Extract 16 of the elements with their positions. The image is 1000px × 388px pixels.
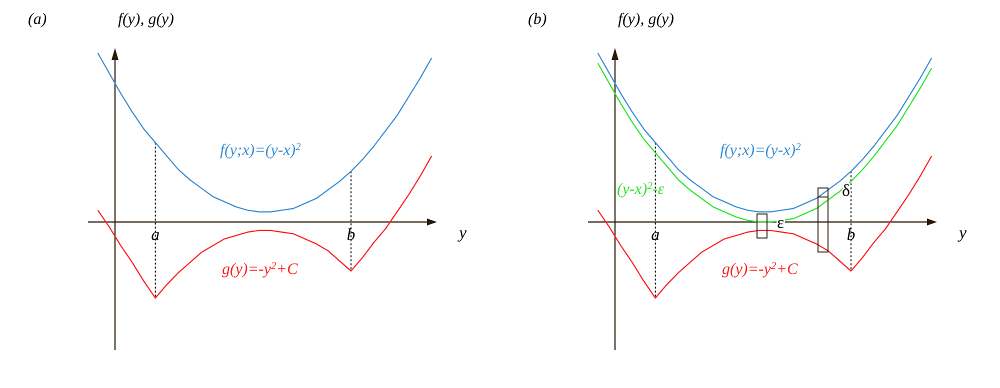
x-tick-label: b	[846, 225, 856, 244]
x-tick-label: b	[346, 225, 356, 244]
text: f(y;x)=(y-x)$^{2}$	[720, 142, 801, 159]
chart-title: (b)	[528, 11, 547, 28]
series-label: g(y)=-y$^{2}$+C	[222, 260, 298, 278]
series-label: (y-x)$^{2}$-ε	[617, 180, 665, 198]
text: f(y;x)=(y-x)$^{2}$	[220, 142, 301, 159]
y-axis-title: f(y), g(y)	[118, 11, 174, 28]
x-axis-title: y	[457, 223, 467, 242]
y-axis-title: f(y), g(y)	[618, 11, 674, 28]
x-tick-label: a	[651, 225, 660, 244]
chart-title: (a)	[28, 11, 47, 28]
x-tick-label: a	[151, 225, 160, 244]
series-label: g(y)=-y$^{2}$+C	[722, 260, 798, 278]
annotation: δ	[842, 181, 850, 200]
x-axis-title: y	[957, 223, 967, 242]
